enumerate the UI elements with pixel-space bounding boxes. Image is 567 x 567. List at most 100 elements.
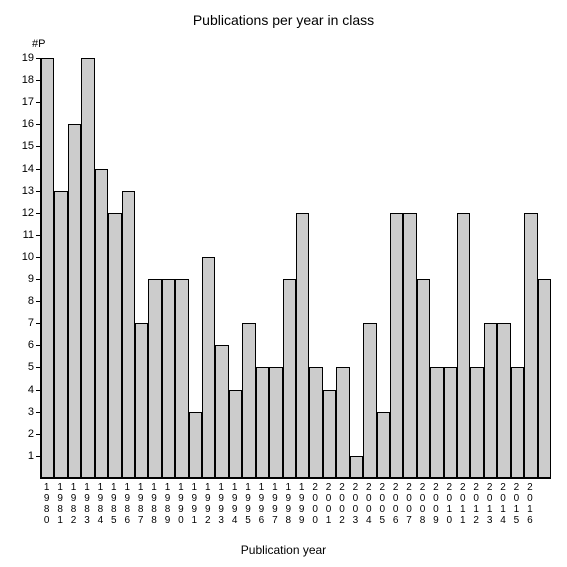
- y-tick-label: 6: [28, 339, 34, 351]
- bar: [336, 367, 349, 478]
- y-tick-mark: [36, 367, 40, 368]
- x-tick-label: 2005: [376, 482, 388, 526]
- bar: [202, 257, 215, 478]
- bar: [68, 124, 81, 478]
- x-tick-label: 2009: [430, 482, 442, 526]
- bar: [511, 367, 524, 478]
- x-tick-label: 2013: [484, 482, 496, 526]
- bar: [309, 367, 322, 478]
- bar: [350, 456, 363, 478]
- x-tick-label: 1984: [94, 482, 106, 526]
- x-tick-label: 2010: [443, 482, 455, 526]
- x-tick-label: 2000: [309, 482, 321, 526]
- bar: [95, 169, 108, 478]
- y-tick-mark: [36, 257, 40, 258]
- y-tick-mark: [36, 456, 40, 457]
- y-tick-mark: [36, 58, 40, 59]
- y-axis-label: #P: [32, 38, 45, 50]
- x-tick-label: 2014: [497, 482, 509, 526]
- bar: [323, 390, 336, 478]
- x-tick-label: 1995: [242, 482, 254, 526]
- y-tick-mark: [36, 345, 40, 346]
- x-tick-label: 1990: [175, 482, 187, 526]
- x-tick-label: 2007: [403, 482, 415, 526]
- x-tick-label: 1982: [68, 482, 80, 526]
- y-tick-label: 7: [28, 317, 34, 329]
- chart-container: Publications per year in class #P Public…: [0, 0, 567, 567]
- x-tick-label: 1996: [255, 482, 267, 526]
- y-tick-mark: [36, 124, 40, 125]
- x-tick-label: 2006: [390, 482, 402, 526]
- y-tick-label: 2: [28, 428, 34, 440]
- bar: [215, 345, 228, 478]
- y-tick-mark: [36, 323, 40, 324]
- y-tick-label: 13: [22, 185, 34, 197]
- bar: [538, 279, 551, 478]
- x-tick-label: 1980: [41, 482, 53, 526]
- bar: [283, 279, 296, 478]
- y-tick-mark: [36, 301, 40, 302]
- y-tick-label: 12: [22, 207, 34, 219]
- y-tick-label: 19: [22, 52, 34, 64]
- x-tick-label: 2011: [457, 482, 469, 526]
- x-tick-label: 1998: [282, 482, 294, 526]
- y-tick-label: 10: [22, 251, 34, 263]
- y-tick-mark: [36, 213, 40, 214]
- y-tick-label: 11: [23, 229, 34, 241]
- x-tick-label: 2012: [470, 482, 482, 526]
- bar: [54, 191, 67, 478]
- x-tick-label: 1988: [148, 482, 160, 526]
- bar: [444, 367, 457, 478]
- bar: [390, 213, 403, 478]
- x-tick-label: 2001: [323, 482, 335, 526]
- y-tick-label: 18: [22, 74, 34, 86]
- y-tick-label: 5: [28, 361, 34, 373]
- x-tick-label: 1986: [121, 482, 133, 526]
- bar: [229, 390, 242, 478]
- y-tick-label: 8: [28, 295, 34, 307]
- x-tick-label: 2002: [336, 482, 348, 526]
- chart-title: Publications per year in class: [0, 12, 567, 28]
- plot-area: [40, 58, 551, 479]
- y-tick-mark: [36, 434, 40, 435]
- bar: [242, 323, 255, 478]
- bar: [162, 279, 175, 478]
- bar: [269, 367, 282, 478]
- x-tick-label: 1992: [202, 482, 214, 526]
- bar: [470, 367, 483, 478]
- x-tick-label: 1997: [269, 482, 281, 526]
- x-tick-label: 1983: [81, 482, 93, 526]
- y-tick-mark: [36, 412, 40, 413]
- x-tick-label: 1981: [54, 482, 66, 526]
- bar: [256, 367, 269, 478]
- x-tick-label: 1993: [215, 482, 227, 526]
- bar: [135, 323, 148, 478]
- x-tick-label: 1999: [296, 482, 308, 526]
- y-tick-label: 17: [22, 96, 34, 108]
- y-tick-label: 1: [28, 450, 34, 462]
- bar: [189, 412, 202, 478]
- bar: [108, 213, 121, 478]
- bar: [524, 213, 537, 478]
- x-tick-label: 1994: [229, 482, 241, 526]
- bar: [497, 323, 510, 478]
- y-tick-mark: [36, 80, 40, 81]
- y-tick-mark: [36, 279, 40, 280]
- y-tick-label: 16: [22, 118, 34, 130]
- x-tick-label: 1989: [162, 482, 174, 526]
- bar: [122, 191, 135, 478]
- bar: [81, 58, 94, 478]
- y-tick-label: 15: [22, 140, 34, 152]
- y-tick-label: 4: [28, 384, 34, 396]
- x-axis-title: Publication year: [0, 543, 567, 557]
- bar: [175, 279, 188, 478]
- x-tick-label: 2004: [363, 482, 375, 526]
- y-tick-label: 9: [28, 273, 34, 285]
- y-tick-mark: [36, 146, 40, 147]
- x-tick-label: 1985: [108, 482, 120, 526]
- bar: [377, 412, 390, 478]
- x-tick-label: 2003: [349, 482, 361, 526]
- bar: [484, 323, 497, 478]
- bar: [403, 213, 416, 478]
- bar: [41, 58, 54, 478]
